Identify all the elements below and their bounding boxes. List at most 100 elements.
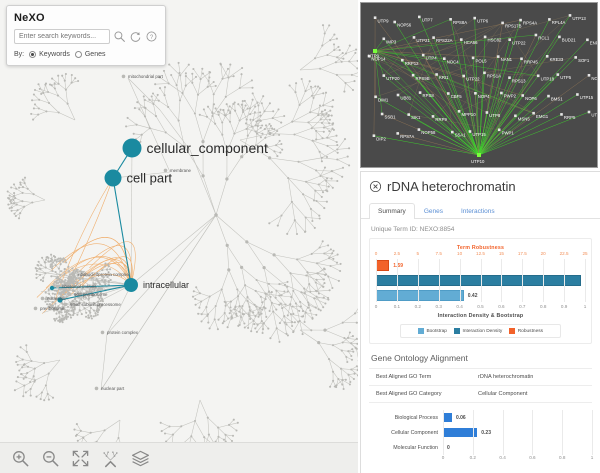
zoom-out-icon[interactable] xyxy=(41,449,60,468)
svg-text:UTP15: UTP15 xyxy=(580,95,594,100)
go-category-key: Best Aligned GO Category xyxy=(376,391,442,397)
svg-text:RCL1: RCL1 xyxy=(538,36,550,41)
axis-tick: 1 xyxy=(583,304,587,309)
axis-tick: 20 xyxy=(540,251,546,256)
gridline xyxy=(592,440,593,455)
svg-text:ribonucleoprotein complex: ribonucleoprotein complex xyxy=(78,272,130,277)
gridline xyxy=(472,410,474,425)
svg-text:UTP18: UTP18 xyxy=(541,76,555,81)
gridline xyxy=(522,259,524,302)
svg-text:nucleolus: nucleolus xyxy=(47,296,66,301)
gridline xyxy=(502,440,504,455)
close-icon[interactable] xyxy=(369,180,382,193)
go-bar-biological-process xyxy=(443,413,452,422)
gridline xyxy=(376,259,377,302)
gridline xyxy=(532,440,534,455)
gridline xyxy=(472,440,474,455)
svg-text:RPS4A: RPS4A xyxy=(523,21,537,26)
svg-text:UTP20: UTP20 xyxy=(386,76,400,81)
tab-summary[interactable]: Summary xyxy=(369,203,415,219)
tab-interactions[interactable]: Interactions xyxy=(460,208,495,215)
radio-genes[interactable]: Genes xyxy=(74,51,106,58)
collapse-subtree-icon[interactable] xyxy=(101,449,120,468)
axis-tick: 0.6 xyxy=(498,304,505,309)
fit-to-screen-icon[interactable] xyxy=(71,449,90,468)
biological-process-title: Biological Process xyxy=(361,464,600,473)
bar-value-robustness: 1.59 xyxy=(393,262,404,269)
radio-genes-dot[interactable] xyxy=(74,51,82,58)
radio-keywords[interactable]: Keywords xyxy=(29,51,70,58)
search-icon[interactable] xyxy=(113,30,126,43)
legend-item-bootstrap: Bootstrap xyxy=(417,328,447,334)
layers-icon[interactable] xyxy=(131,449,150,468)
svg-text:HSC82: HSC82 xyxy=(488,38,502,43)
unique-term-id: Unique Term ID: NEXO:8854 xyxy=(371,226,455,233)
svg-text:UTP9: UTP9 xyxy=(368,54,380,59)
svg-text:nuclear part: nuclear part xyxy=(101,386,125,391)
svg-text:SSB1: SSB1 xyxy=(385,115,397,120)
gridline xyxy=(564,259,566,302)
axis-tick: 2.5 xyxy=(393,251,401,256)
go-category-value: Cellular Component xyxy=(478,391,528,397)
search-row: ? xyxy=(14,29,158,44)
axis-tick: 0.7 xyxy=(519,304,526,309)
info-tabs: Summary Genes Interactions xyxy=(361,197,600,219)
help-icon[interactable]: ? xyxy=(145,30,158,43)
svg-text:NAN1: NAN1 xyxy=(501,57,513,62)
axis-tick: 17.5 xyxy=(517,251,527,256)
gridline xyxy=(502,410,504,425)
go-bar-area-mf: 0 xyxy=(443,440,593,455)
svg-text:RPS7A: RPS7A xyxy=(400,134,414,139)
svg-text:BMS1: BMS1 xyxy=(551,97,563,102)
axis-tick: 1 xyxy=(590,455,594,460)
gene-ontology-alignment-title: Gene Ontology Alignment xyxy=(371,353,468,363)
go-label-molecular-function: Molecular Function xyxy=(393,444,438,451)
svg-text:RRP12: RRP12 xyxy=(405,61,419,66)
gene-interaction-network[interactable]: UTP9 NOP56 UTP7 RPS8A UTP6 RPS17B RPS4A RPL4A UT… xyxy=(360,2,598,168)
svg-text:NOP58: NOP58 xyxy=(421,130,436,135)
svg-text:PWP2: PWP2 xyxy=(504,94,517,99)
radio-genes-label: Genes xyxy=(84,51,106,58)
gridline xyxy=(592,410,593,425)
gridline xyxy=(502,425,504,440)
radio-keywords-dot[interactable] xyxy=(29,51,37,58)
search-input[interactable] xyxy=(14,29,110,44)
go-bar-area-bp: 0.06 xyxy=(443,410,593,425)
gene-network-nodes[interactable] xyxy=(367,14,591,157)
legend-item-robustness: Robustness xyxy=(509,328,543,334)
svg-text:SOF1: SOF1 xyxy=(578,58,590,63)
svg-text:DIM1: DIM1 xyxy=(378,97,389,102)
zoom-in-icon[interactable] xyxy=(11,449,30,468)
svg-text:ENP1: ENP1 xyxy=(590,40,598,45)
reset-icon[interactable] xyxy=(129,30,142,43)
svg-text:preribosome: preribosome xyxy=(40,306,65,311)
app-title: NeXO xyxy=(14,12,45,24)
go-label-biological-process: Biological Process xyxy=(394,414,438,421)
axis-tick: 0.8 xyxy=(558,455,566,460)
svg-text:HCA66: HCA66 xyxy=(464,40,478,45)
svg-text:UTP8: UTP8 xyxy=(489,113,501,118)
tab-genes[interactable]: Genes xyxy=(423,208,443,215)
axis-tick: 0.2 xyxy=(469,455,476,460)
gridline xyxy=(562,410,564,425)
legend-swatch-bootstrap xyxy=(417,328,424,334)
go-row-cellular-component: Cellular Component 0.23 xyxy=(369,425,593,440)
axis-tick: 0 xyxy=(441,455,445,460)
gridline xyxy=(459,259,461,302)
ontology-tree-canvas[interactable]: cellular_component cell part intracellular… xyxy=(0,0,358,473)
axis-tick: 0.1 xyxy=(393,304,401,309)
chart-title-robustness: Term Robustness xyxy=(456,245,505,251)
svg-text:intracellular: intracellular xyxy=(143,280,189,290)
svg-text:SSA1: SSA1 xyxy=(455,133,467,138)
svg-text:membrane: membrane xyxy=(170,168,192,173)
axis-tick: 10 xyxy=(457,251,463,256)
gridline xyxy=(443,410,444,425)
axis-tick: 0 xyxy=(374,304,378,309)
svg-text:RRP5: RRP5 xyxy=(564,115,576,120)
gridline xyxy=(438,259,440,302)
svg-text:ribosomal subunit: ribosomal subunit xyxy=(62,284,97,289)
legend-label-robustness: Robustness xyxy=(517,328,544,334)
